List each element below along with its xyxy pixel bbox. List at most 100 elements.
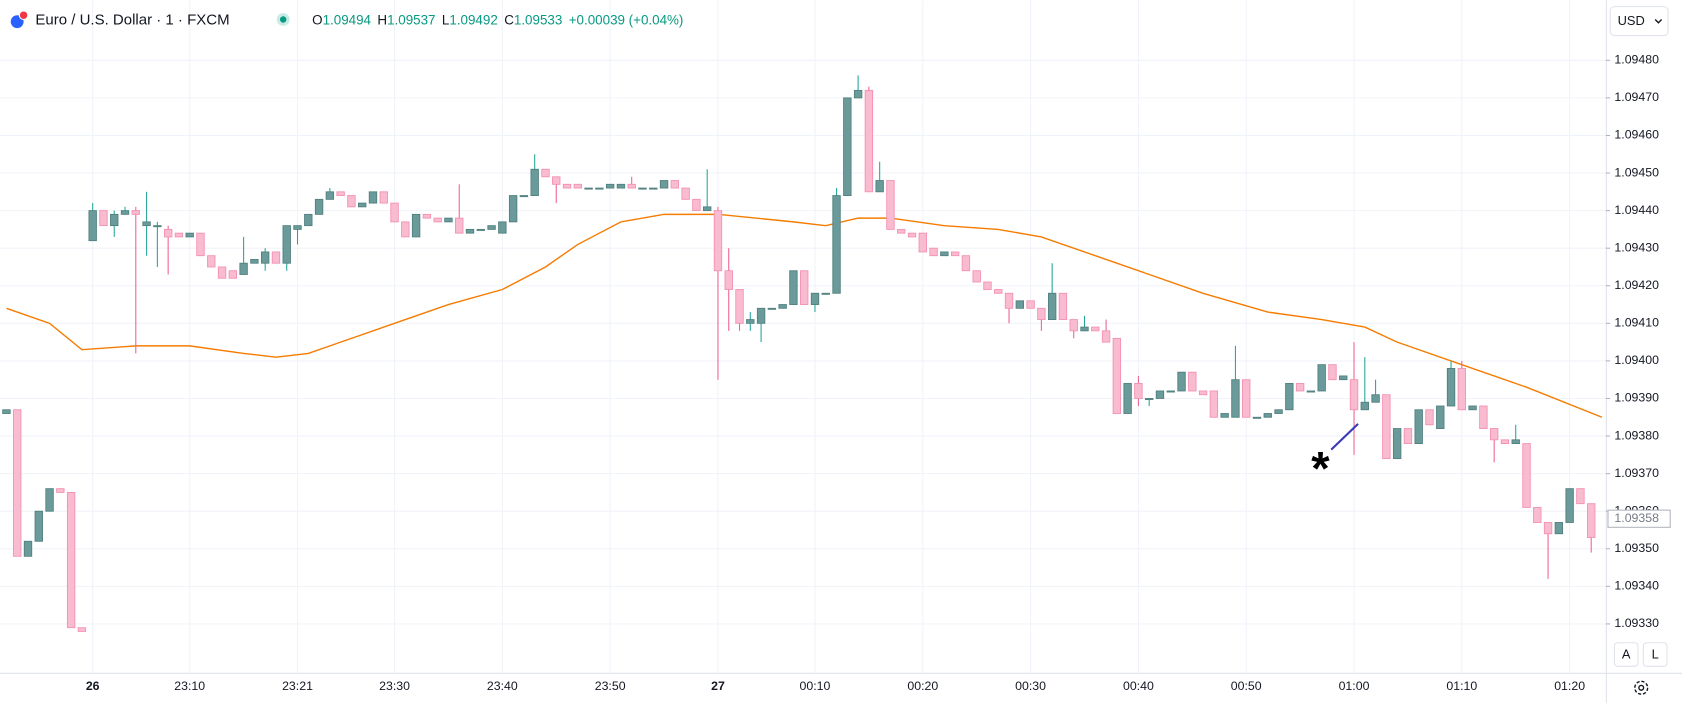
candle-body [789,270,798,305]
candle [605,183,615,189]
candle [120,206,130,215]
annotation-text[interactable]: * [1311,443,1330,496]
candle [789,270,798,305]
candle [541,168,550,178]
y-tick-label: 1.09470 [1614,90,1659,104]
candle-body [1209,390,1219,418]
candle-body [918,232,927,253]
candle-body [476,228,485,231]
candle-body [627,183,636,189]
candle [304,213,313,227]
candle-body [800,270,809,305]
candle [670,180,680,189]
candle [1425,409,1434,426]
candle [314,198,324,215]
candle-body [810,292,820,305]
moving-average-layer [6,213,1603,418]
candle [77,627,87,632]
last-price-box [1607,509,1671,528]
log-scale-button[interactable] [1642,642,1668,667]
candle-body [45,488,54,512]
candle-body [314,198,324,215]
candle-body [1468,405,1477,411]
symbol-title[interactable]: Euro / U.S. Dollar · 1 · FXCM [35,12,229,29]
symbol-icon [18,10,29,21]
candle [1263,413,1272,418]
candle [498,221,507,234]
candle [465,228,475,234]
candle-body [1306,390,1316,393]
candle-body [1360,401,1369,411]
candle [293,225,302,245]
candle [217,266,227,279]
candle [1414,409,1423,444]
candle-body [886,180,895,230]
candle-body [1047,292,1057,321]
candle-body [1446,367,1456,407]
candle-body [1414,409,1423,444]
candle-body [853,89,863,99]
x-tick-label: 00:40 [1123,679,1154,693]
candle-body [1533,507,1542,523]
candle-body [99,210,108,227]
close-value: 1.09533 [514,12,562,27]
candle-body [1198,390,1208,396]
candle [1295,383,1305,392]
candle-body [1425,409,1434,426]
candle [843,97,852,197]
y-tick-label: 1.09370 [1614,466,1659,480]
candle [1554,522,1564,535]
low-label: L [442,12,449,27]
currency-selector[interactable]: USD [1609,6,1669,37]
candle [1371,379,1380,403]
candle-body [541,168,550,178]
candle [1403,428,1413,444]
candle-body [1328,364,1337,381]
candle-body [562,183,572,189]
axes: 1.09480 1.09470 1.09460 1.09450 1.09440 1.094… [86,53,1671,693]
candle-body [681,187,690,200]
candle-body [498,221,507,234]
candle-body [1080,326,1089,332]
candle-body [1479,405,1488,429]
high-value: 1.09537 [387,12,435,27]
candle [196,232,205,257]
candle-body [1371,394,1380,403]
x-tick-label: 00:30 [1015,679,1046,693]
candle-body [433,217,442,223]
candle [1436,405,1445,429]
open-label: O [312,12,322,27]
auto-scale-button[interactable] [1613,642,1639,667]
candle [88,203,97,242]
candle [1155,390,1165,399]
candle [864,86,874,193]
candle-body [1457,367,1467,411]
candle [1058,292,1068,321]
currency-button[interactable] [1609,6,1669,37]
candle [1220,413,1229,418]
candle [1188,371,1197,392]
candle-body [465,228,475,234]
log-scale-label: L [1652,646,1659,661]
candle [950,251,960,257]
candle-body [304,213,313,227]
settings-button[interactable] [1634,680,1649,695]
candle [929,247,938,257]
candle [1134,375,1143,406]
y-tick-label: 1.09450 [1614,165,1659,179]
annotation-line[interactable] [1330,423,1359,451]
candle [250,259,259,264]
candle-body [605,183,615,189]
candle-body [1242,379,1251,418]
candle-body [487,225,496,230]
candle [1274,409,1283,414]
candle-body [271,251,281,264]
candle-body [994,289,1003,294]
candle [476,228,485,231]
candle-body [1091,326,1100,332]
candle [45,488,54,512]
candle [1145,398,1154,406]
candle-body [131,210,140,215]
candle [897,228,906,234]
candle-body [735,289,744,324]
